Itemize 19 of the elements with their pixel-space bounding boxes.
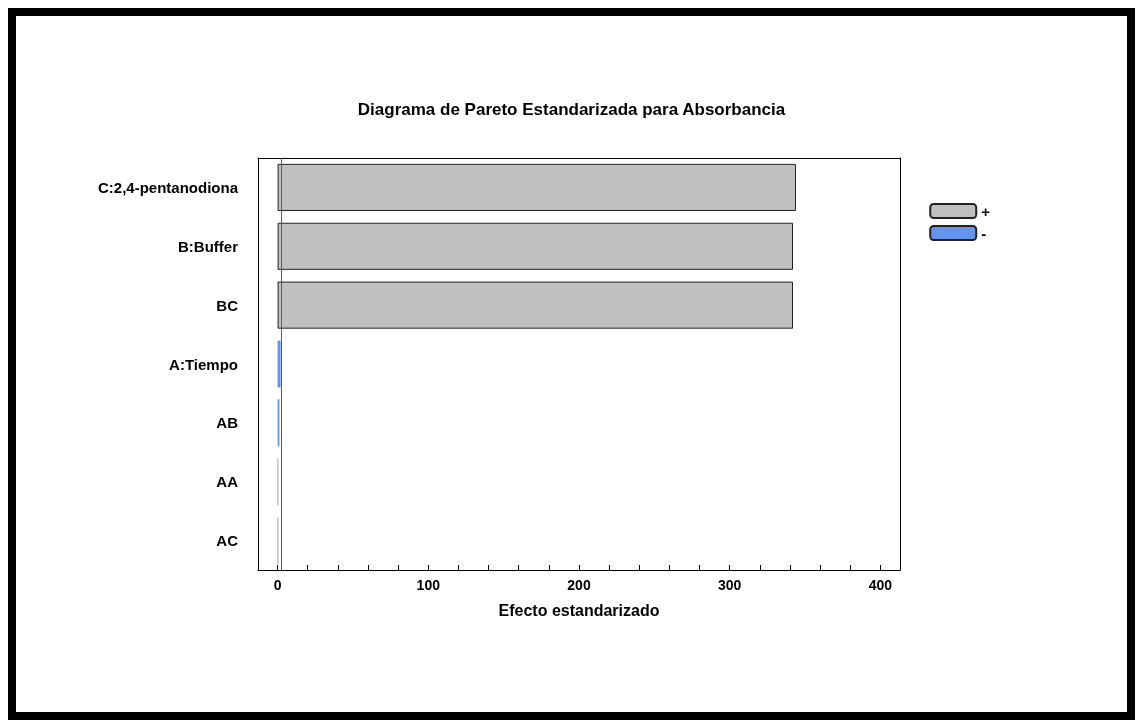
bar — [277, 163, 797, 211]
bar — [277, 222, 793, 270]
x-tick-label: 300 — [718, 577, 742, 593]
y-tick-label: C:2,4-pentanodiona — [97, 178, 239, 196]
y-tick-label: AB — [216, 414, 239, 432]
chart-title: Diagrama de Pareto Estandarizada para Absorbancia — [357, 100, 786, 119]
y-tick-label: AA — [216, 473, 239, 491]
y-tick-label: AC — [216, 532, 239, 550]
x-tick-label: 100 — [416, 577, 441, 593]
y-tick-label: BC — [216, 296, 239, 314]
x-tick-label: 400 — [868, 577, 893, 593]
y-tick-label: A:Tiempo — [169, 355, 238, 373]
y-tick-label: B:Buffer — [178, 237, 239, 255]
legend-label: - — [981, 224, 987, 242]
x-tick-label: 200 — [567, 577, 591, 593]
x-axis-title: Efecto estandarizado — [498, 601, 660, 619]
legend-label: + — [981, 202, 991, 220]
bar — [277, 281, 793, 329]
x-tick-label: 0 — [273, 577, 282, 593]
